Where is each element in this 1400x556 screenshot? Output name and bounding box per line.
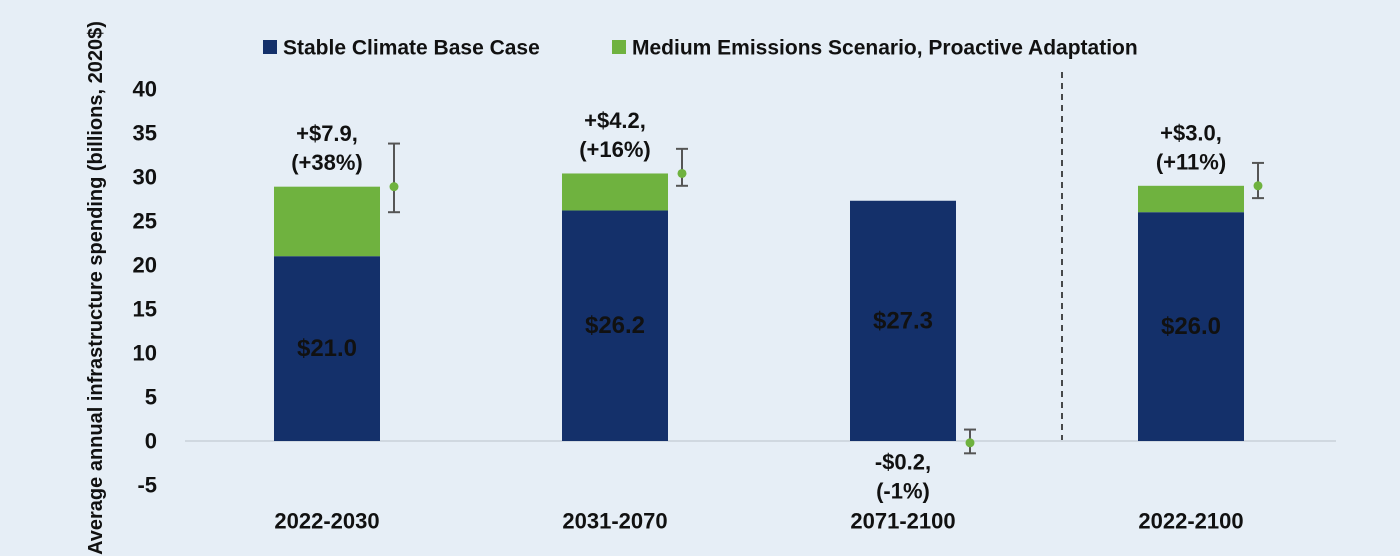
bar-base-2031-2070 [562,210,668,441]
x-tick-label: 2022-2100 [1138,509,1243,534]
legend-label: Medium Emissions Scenario, Proactive Ada… [632,37,1138,60]
data-label-added: (-1%) [876,479,930,504]
legend-label: Stable Climate Base Case [283,37,540,60]
data-label-base: $26.0 [1161,313,1221,340]
y-tick-label: 5 [145,385,157,410]
error-bar-point [677,168,687,178]
bar-base-2022-2100 [1138,212,1244,441]
bar-added-2022-2030 [274,186,380,257]
legend: Stable Climate Base Case Medium Emissions… [263,37,1138,60]
data-label-added: +$4.2, [584,108,646,133]
y-tick-label: 0 [145,429,157,454]
data-label-base: $21.0 [297,335,357,362]
y-tick-label: -5 [137,473,157,498]
y-axis-ticks: -5 0 5 10 15 20 25 30 35 40 [133,77,157,498]
bar-base-2071-2100 [850,200,956,441]
x-axis-ticks: 2022-2030 2031-2070 2071-2100 2022-2100 [274,509,1243,534]
bar-base-2022-2030 [274,256,380,441]
data-label-added: (+38%) [291,150,363,175]
y-tick-label: 30 [133,165,157,190]
data-label-added: +$7.9, [296,121,358,146]
error-bar-point [965,438,975,448]
data-label-added: (+16%) [579,137,651,162]
data-label-added: -$0.2, [875,450,931,475]
y-tick-label: 20 [133,253,157,278]
x-tick-label: 2071-2100 [850,509,955,534]
bar-added-2031-2070 [562,173,668,211]
error-bar-point [389,182,399,192]
bar-added-2022-2100 [1138,185,1244,213]
y-tick-label: 10 [133,341,157,366]
y-tick-label: 15 [133,297,157,322]
data-label-base: $27.3 [873,307,933,334]
x-tick-label: 2022-2030 [274,509,379,534]
error-bar-point [1253,181,1263,191]
legend-swatch [263,40,277,54]
y-axis-label: Average annual infrastructure spending (… [85,21,107,555]
y-tick-label: 25 [133,209,157,234]
data-label-added: +$3.0, [1160,120,1222,145]
data-label-base: $26.2 [585,312,645,339]
legend-swatch [612,40,626,54]
x-tick-label: 2031-2070 [562,509,667,534]
y-tick-label: 40 [133,77,157,102]
data-label-added: (+11%) [1156,149,1226,174]
y-tick-label: 35 [133,121,157,146]
plot-area: $21.0 +$7.9, (+38%) $26.2 +$4.2, (+16%) $27.3 -… [185,72,1336,504]
